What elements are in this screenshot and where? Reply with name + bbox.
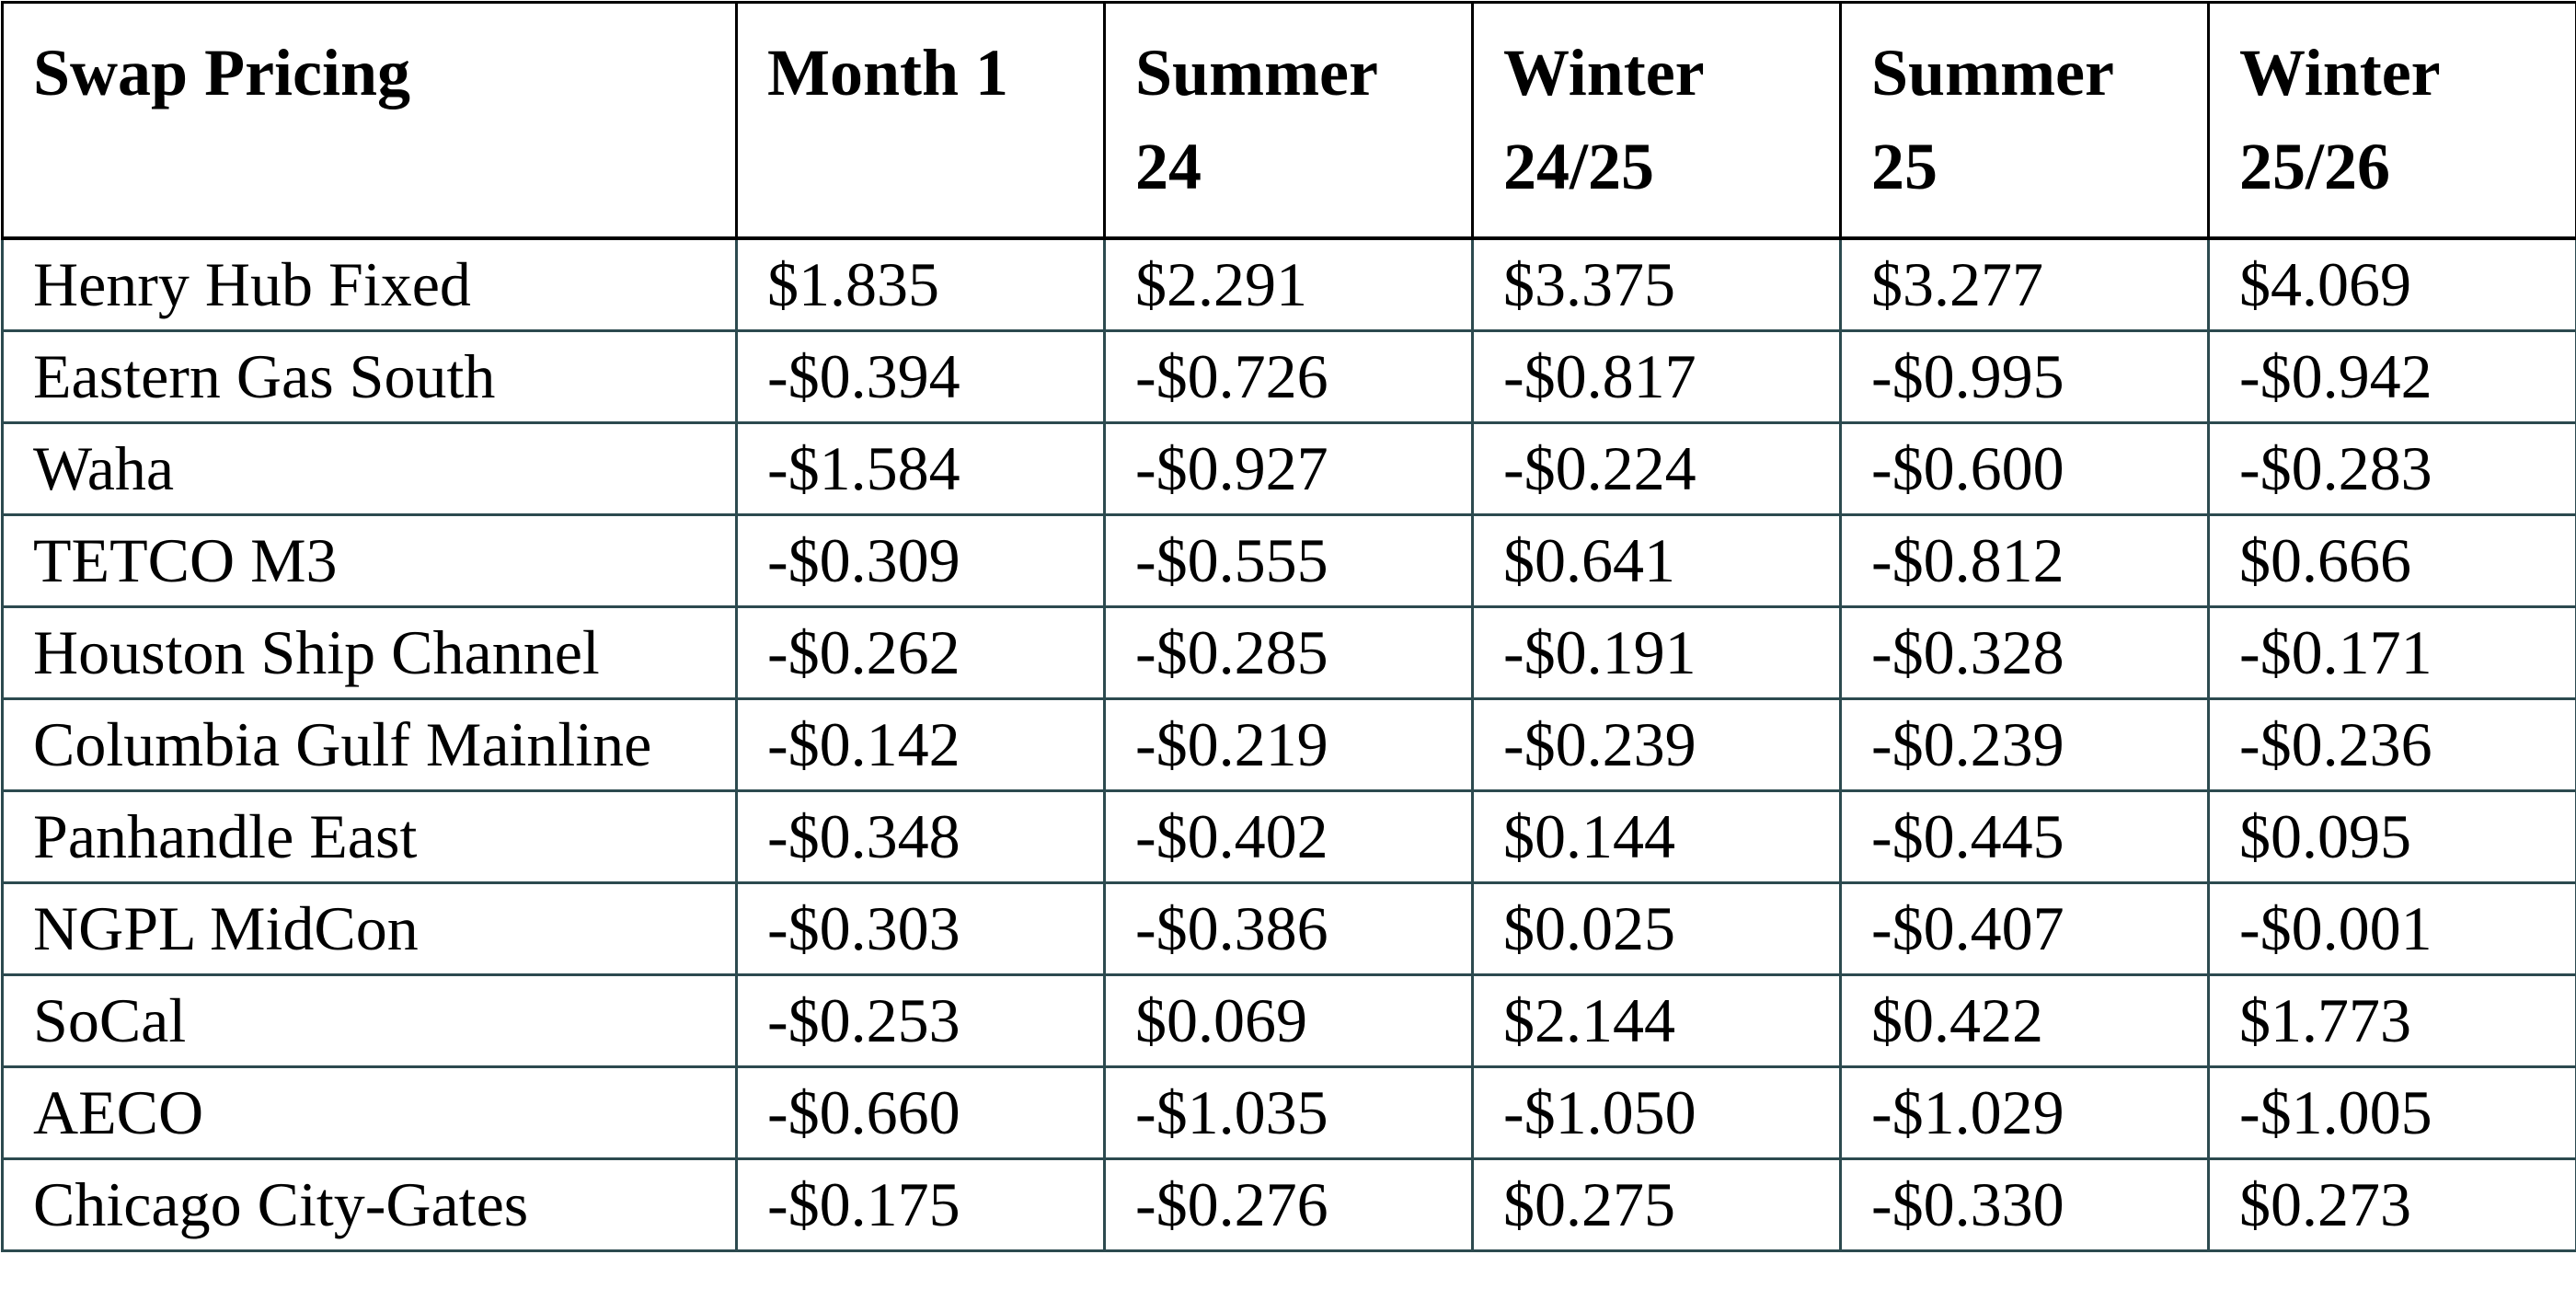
price-cell: -$0.191: [1473, 606, 1841, 698]
header-cell: Winter 25/26: [2209, 3, 2576, 238]
row-label: Panhandle East: [3, 790, 737, 882]
price-cell: -$0.942: [2209, 330, 2576, 422]
price-cell: $1.835: [737, 238, 1105, 331]
price-cell: -$0.276: [1105, 1158, 1473, 1250]
price-cell: $2.144: [1473, 974, 1841, 1066]
price-cell: -$0.253: [737, 974, 1105, 1066]
price-cell: $0.422: [1841, 974, 2209, 1066]
price-cell: $3.375: [1473, 238, 1841, 331]
row-label: SoCal: [3, 974, 737, 1066]
price-cell: $0.025: [1473, 882, 1841, 974]
price-cell: -$0.309: [737, 514, 1105, 606]
price-cell: -$0.303: [737, 882, 1105, 974]
price-cell: -$0.600: [1841, 422, 2209, 514]
price-cell: -$0.283: [2209, 422, 2576, 514]
row-label: TETCO M3: [3, 514, 737, 606]
price-cell: -$0.262: [737, 606, 1105, 698]
price-cell: -$0.224: [1473, 422, 1841, 514]
price-cell: -$0.402: [1105, 790, 1473, 882]
header-cell: Summer 24: [1105, 3, 1473, 238]
price-cell: -$0.726: [1105, 330, 1473, 422]
header-cell: Swap Pricing: [3, 3, 737, 238]
price-cell: $0.641: [1473, 514, 1841, 606]
table-row: Panhandle East-$0.348-$0.402$0.144-$0.44…: [3, 790, 2576, 882]
price-cell: -$0.927: [1105, 422, 1473, 514]
row-label: Chicago City-Gates: [3, 1158, 737, 1250]
row-label: Houston Ship Channel: [3, 606, 737, 698]
price-cell: $0.275: [1473, 1158, 1841, 1250]
price-cell: -$0.660: [737, 1066, 1105, 1158]
table-row: Eastern Gas South-$0.394-$0.726-$0.817-$…: [3, 330, 2576, 422]
price-cell: -$1.005: [2209, 1066, 2576, 1158]
table-row: AECO-$0.660-$1.035-$1.050-$1.029-$1.005: [3, 1066, 2576, 1158]
table-row: SoCal-$0.253$0.069$2.144$0.422$1.773: [3, 974, 2576, 1066]
price-cell: -$0.239: [1473, 698, 1841, 790]
price-cell: -$0.175: [737, 1158, 1105, 1250]
row-label: AECO: [3, 1066, 737, 1158]
table-row: Houston Ship Channel-$0.262-$0.285-$0.19…: [3, 606, 2576, 698]
price-cell: -$0.236: [2209, 698, 2576, 790]
table-row: Henry Hub Fixed$1.835$2.291$3.375$3.277$…: [3, 238, 2576, 331]
price-cell: -$1.584: [737, 422, 1105, 514]
price-cell: -$0.812: [1841, 514, 2209, 606]
row-label: Waha: [3, 422, 737, 514]
price-cell: -$0.142: [737, 698, 1105, 790]
price-cell: -$1.050: [1473, 1066, 1841, 1158]
header-cell: Summer 25: [1841, 3, 2209, 238]
price-cell: $0.095: [2209, 790, 2576, 882]
price-cell: -$0.219: [1105, 698, 1473, 790]
price-cell: $1.773: [2209, 974, 2576, 1066]
table-row: NGPL MidCon-$0.303-$0.386$0.025-$0.407-$…: [3, 882, 2576, 974]
table-row: TETCO M3-$0.309-$0.555$0.641-$0.812$0.66…: [3, 514, 2576, 606]
row-label: NGPL MidCon: [3, 882, 737, 974]
table-row: Chicago City-Gates-$0.175-$0.276$0.275-$…: [3, 1158, 2576, 1250]
price-cell: $0.273: [2209, 1158, 2576, 1250]
price-cell: -$0.348: [737, 790, 1105, 882]
price-cell: $3.277: [1841, 238, 2209, 331]
price-cell: -$0.285: [1105, 606, 1473, 698]
price-cell: -$0.330: [1841, 1158, 2209, 1250]
price-cell: -$0.001: [2209, 882, 2576, 974]
price-cell: -$0.555: [1105, 514, 1473, 606]
price-cell: -$1.029: [1841, 1066, 2209, 1158]
price-cell: -$0.171: [2209, 606, 2576, 698]
price-cell: $0.069: [1105, 974, 1473, 1066]
price-cell: $2.291: [1105, 238, 1473, 331]
price-cell: -$0.394: [737, 330, 1105, 422]
table-body: Henry Hub Fixed$1.835$2.291$3.375$3.277$…: [3, 238, 2576, 1251]
price-cell: $0.144: [1473, 790, 1841, 882]
row-label: Henry Hub Fixed: [3, 238, 737, 331]
row-label: Eastern Gas South: [3, 330, 737, 422]
table-row: Columbia Gulf Mainline-$0.142-$0.219-$0.…: [3, 698, 2576, 790]
price-cell: $4.069: [2209, 238, 2576, 331]
price-cell: $0.666: [2209, 514, 2576, 606]
header-cell: Winter 24/25: [1473, 3, 1841, 238]
price-cell: -$0.445: [1841, 790, 2209, 882]
table-row: Waha-$1.584-$0.927-$0.224-$0.600-$0.283: [3, 422, 2576, 514]
price-cell: -$0.386: [1105, 882, 1473, 974]
price-cell: -$0.239: [1841, 698, 2209, 790]
price-cell: -$0.407: [1841, 882, 2209, 974]
row-label: Columbia Gulf Mainline: [3, 698, 737, 790]
header-cell: Month 1: [737, 3, 1105, 238]
price-cell: -$0.995: [1841, 330, 2209, 422]
price-cell: -$0.328: [1841, 606, 2209, 698]
price-cell: -$1.035: [1105, 1066, 1473, 1158]
price-cell: -$0.817: [1473, 330, 1841, 422]
